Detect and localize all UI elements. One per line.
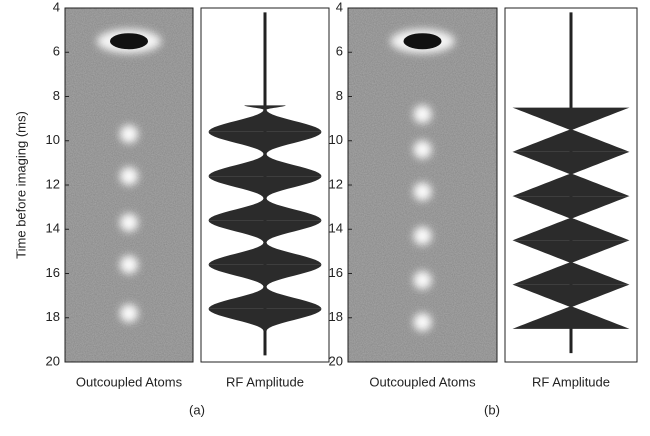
atom-pulse xyxy=(120,255,138,274)
rf-lobe xyxy=(512,240,630,263)
y-tick-label: 12 xyxy=(46,176,60,191)
y-axis-label: Time before imaging (ms) xyxy=(13,111,28,259)
rf-lobe xyxy=(512,173,630,197)
y-tick-label: 6 xyxy=(53,44,60,59)
rf-lobe xyxy=(512,107,630,130)
y-tick-label: 16 xyxy=(329,265,343,280)
rf-lobe xyxy=(512,306,630,329)
y-tick-label: 10 xyxy=(46,132,60,147)
rf-lobe xyxy=(208,220,322,243)
rf-lobe xyxy=(208,198,322,221)
y-tick-label: 4 xyxy=(336,0,343,14)
y-tick-label: 16 xyxy=(46,265,60,280)
rf-lobe xyxy=(208,286,322,309)
y-tick-label: 8 xyxy=(53,88,60,103)
y-tick-label: 20 xyxy=(329,353,343,368)
atom-pulse xyxy=(413,271,432,290)
condensate xyxy=(403,33,442,50)
atom-pulse xyxy=(413,182,432,201)
atom-pulse xyxy=(120,213,138,232)
atom-pulse xyxy=(413,140,432,159)
panel-label: (a) xyxy=(189,402,205,417)
y-tick-label: 6 xyxy=(336,44,343,59)
rf-lobe xyxy=(512,284,630,307)
y-tick-label: 20 xyxy=(46,353,60,368)
y-tick-label: 10 xyxy=(329,132,343,147)
y-tick-label: 14 xyxy=(46,221,60,236)
rf-lobe xyxy=(208,154,322,177)
y-tick-label: 18 xyxy=(329,309,343,324)
rf-lobe xyxy=(208,264,322,287)
rf-lobe xyxy=(512,151,630,174)
panel-label: (b) xyxy=(484,402,500,417)
rf-label: RF Amplitude xyxy=(532,374,610,389)
y-tick-label: 18 xyxy=(46,309,60,324)
rf-lobe xyxy=(208,131,322,155)
atom-pulse xyxy=(120,304,138,323)
rf-lobe xyxy=(208,176,322,199)
atom-pulse xyxy=(413,313,432,332)
rf-lobe xyxy=(512,262,630,285)
rf-label: RF Amplitude xyxy=(226,374,304,389)
rf-lobe xyxy=(208,242,322,265)
y-tick-label: 4 xyxy=(53,0,60,14)
atom-pulse xyxy=(413,105,432,124)
y-tick-label: 14 xyxy=(329,221,343,236)
rf-lobe xyxy=(512,218,630,241)
y-tick-label: 8 xyxy=(336,88,343,103)
rf-lobe xyxy=(244,105,286,110)
atoms-label: Outcoupled Atoms xyxy=(76,374,183,389)
atoms-label: Outcoupled Atoms xyxy=(369,374,476,389)
atom-pulse xyxy=(413,226,432,245)
rf-lobe xyxy=(208,308,322,332)
rf-lobe xyxy=(208,109,322,132)
y-tick-label: 12 xyxy=(329,176,343,191)
atom-pulse xyxy=(120,167,138,186)
rf-lobe xyxy=(512,196,630,219)
condensate xyxy=(110,33,148,50)
atom-pulse xyxy=(120,125,138,144)
rf-lobe xyxy=(512,129,630,152)
